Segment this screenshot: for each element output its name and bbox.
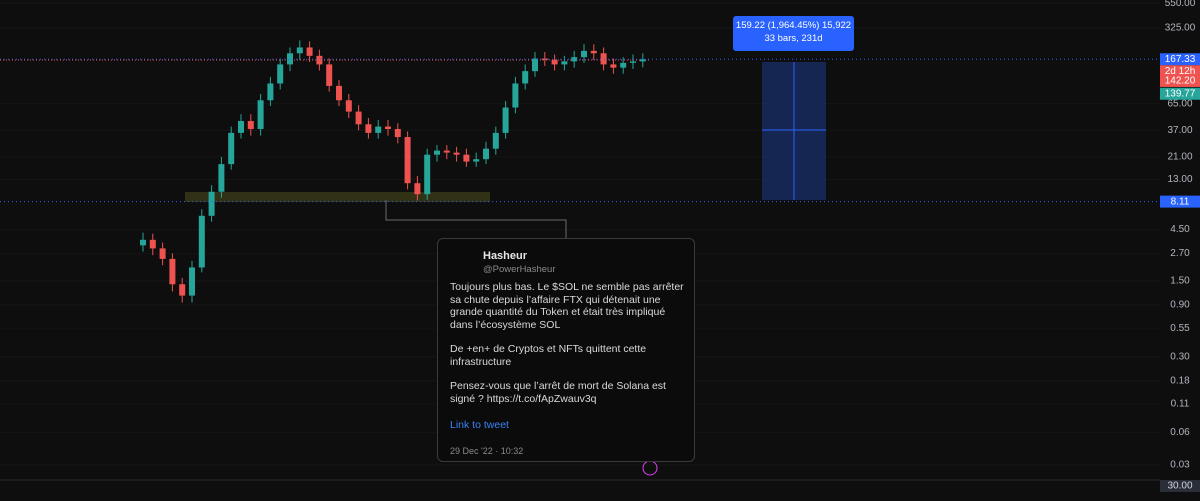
y-tick-label: 1.50	[1170, 276, 1190, 287]
price-tag	[1160, 87, 1200, 100]
price-label: 8.11	[1171, 196, 1190, 207]
candle-body	[443, 150, 450, 153]
candle-body	[247, 121, 254, 129]
tweet-date: 29 Dec '22 · 10:32	[450, 446, 524, 456]
countdown-tag	[1160, 65, 1200, 78]
candle-body	[571, 57, 578, 62]
candle-body	[140, 239, 146, 246]
measure-box: 159.22 (1,964.45%) 15,922 33 bars, 231d	[733, 16, 854, 51]
tweet-paragraph: Pensez-vous que l’arrêt de mort de Solan…	[450, 380, 666, 405]
volume-label: 30.00	[1167, 481, 1192, 492]
y-tick-label: 21.00	[1167, 152, 1192, 163]
candle-body	[532, 58, 538, 72]
y-tick-label: 0.03	[1170, 460, 1190, 471]
support-zone	[185, 192, 490, 202]
tweet-card: Hasheur @PowerHasheur Toujours plus bas.…	[437, 238, 695, 462]
candle-body	[522, 71, 529, 84]
candle-body	[385, 126, 391, 129]
candle-body	[306, 47, 313, 56]
y-tick-label: 37.00	[1167, 125, 1192, 136]
candle-body	[610, 64, 617, 68]
candle-body	[316, 55, 323, 65]
candle-body	[590, 50, 597, 54]
candle-body	[345, 100, 352, 112]
candle-body	[424, 154, 431, 195]
candle-body	[159, 248, 166, 259]
candle-body	[630, 61, 636, 63]
price-label: 167.33	[1165, 54, 1196, 65]
candle-body	[453, 152, 460, 155]
candle-body	[169, 258, 176, 285]
tweet-paragraph: Toujours plus bas. Le $SOL ne semble pas…	[450, 281, 684, 331]
candle-body	[600, 53, 607, 65]
candle-body	[473, 159, 480, 162]
candle-body	[179, 284, 186, 296]
tweet-body: Toujours plus bas. Le $SOL ne semble pas…	[450, 281, 688, 417]
candle-body	[355, 111, 362, 125]
price-label: 142.20	[1165, 76, 1196, 87]
candle-body	[336, 85, 342, 101]
y-tick-label: 0.30	[1170, 351, 1190, 362]
candle-body	[218, 164, 225, 192]
candle-body	[198, 215, 205, 268]
candle-body	[277, 64, 284, 84]
candle-body	[267, 83, 274, 101]
candle-body	[463, 154, 470, 162]
candle-body	[149, 239, 156, 249]
price-tag	[1160, 53, 1200, 66]
connector	[385, 200, 567, 238]
measure-text: 159.22 (1,964.45%) 15,922	[735, 20, 852, 31]
y-tick-label: 0.11	[1171, 399, 1190, 410]
y-tick-label: 65.00	[1167, 98, 1192, 109]
y-tick-label: 0.90	[1170, 300, 1190, 311]
candle-body	[296, 47, 303, 54]
candle-body	[365, 124, 372, 133]
candle-body	[238, 121, 244, 133]
candle-body	[375, 126, 382, 133]
tweet-paragraph: De +en+ de Cryptos et NFTs quittent cett…	[450, 343, 647, 368]
candle-body	[434, 150, 440, 155]
candle-body	[492, 132, 499, 149]
candle-body	[326, 64, 333, 86]
measure-text: 33 bars, 231d	[764, 33, 823, 44]
candle-body	[228, 132, 235, 165]
candle-body	[620, 62, 627, 68]
candle-body	[483, 148, 489, 160]
candle-body	[581, 50, 587, 58]
candle-body	[287, 53, 293, 65]
tweet-author: Hasheur	[483, 250, 528, 262]
y-tick-label: 2.70	[1170, 248, 1190, 259]
countdown: 2d 12h	[1165, 66, 1196, 77]
volume-tag	[1160, 480, 1200, 492]
y-tick-label: 0.18	[1170, 375, 1190, 386]
candle-body	[551, 59, 558, 65]
candle-body	[512, 83, 519, 108]
candle-body	[394, 128, 401, 138]
y-tick-label: 0.55	[1170, 323, 1190, 334]
candle-body	[502, 107, 509, 133]
candle-body	[639, 59, 646, 62]
y-tick-label: 325.00	[1165, 23, 1196, 34]
tweet-link[interactable]: Link to tweet	[450, 419, 509, 431]
price-tag	[1160, 195, 1200, 208]
y-tick-label: 550.00	[1165, 0, 1196, 9]
y-tick-label: 13.00	[1167, 174, 1192, 185]
candle-body	[189, 267, 195, 296]
price-label: 139.77	[1165, 88, 1196, 99]
candle-body	[414, 183, 421, 195]
y-tick-label: 4.50	[1170, 224, 1190, 235]
candle-body	[208, 191, 215, 216]
price-tag	[1160, 74, 1200, 87]
y-tick-label: 0.06	[1170, 427, 1190, 438]
candle-body	[257, 100, 264, 129]
candle-body	[404, 137, 411, 184]
tweet-handle: @PowerHasheur	[483, 264, 556, 275]
candle-body	[561, 61, 568, 65]
